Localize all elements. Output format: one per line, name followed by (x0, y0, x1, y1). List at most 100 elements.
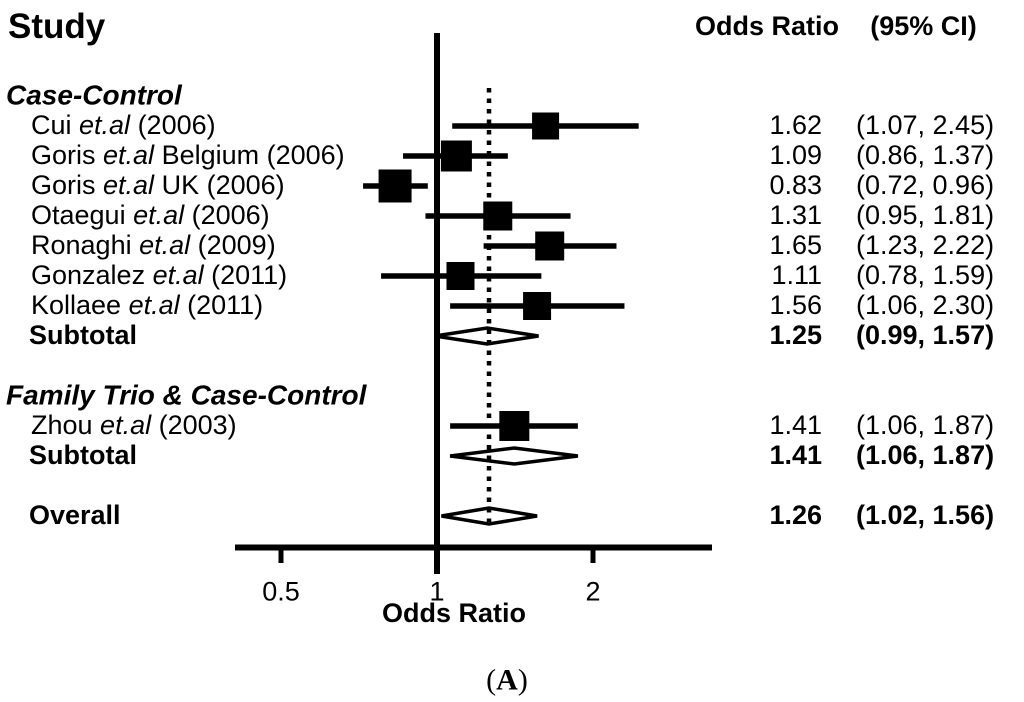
ci-value: (1.06, 1.87) (856, 440, 1024, 471)
study-year: (2006) (130, 109, 216, 140)
summary-label: Overall (29, 500, 121, 531)
or-marker (532, 112, 560, 140)
ci-text: (0.86, 1.37) (856, 139, 995, 170)
summary-name: Overall (29, 499, 121, 530)
group-label-text: Family Trio & Case-Control (6, 379, 367, 411)
or-value: 1.31 (726, 200, 822, 231)
ci-text: (0.95, 1.81) (856, 199, 995, 230)
ci-value: (1.23, 2.22) (856, 230, 1024, 261)
ci-value: (0.99, 1.57) (856, 320, 1024, 351)
or-text: 1.11 (771, 259, 822, 290)
study-year: UK (2006) (154, 169, 285, 200)
study-name: Kollaee (31, 289, 129, 320)
or-marker (535, 231, 565, 261)
or-text: 1.62 (769, 109, 822, 140)
group-label: Case-Control (6, 79, 182, 111)
or-text: 1.09 (769, 139, 822, 170)
study-label: Kollaee et.al (2011) (31, 290, 263, 321)
or-value: 1.62 (726, 110, 822, 141)
summary-label: Subtotal (29, 320, 137, 351)
x-axis-title: Odds Ratio (381, 597, 526, 628)
study-etal: et.al (103, 169, 155, 200)
ci-value: (0.78, 1.59) (856, 260, 1024, 291)
study-label: Zhou et.al (2003) (31, 410, 237, 441)
caption-letter: A (496, 663, 518, 697)
study-label: Gonzalez et.al (2011) (31, 260, 287, 291)
or-value: 1.09 (726, 140, 822, 171)
or-text: 1.26 (769, 499, 822, 530)
summary-label: Subtotal (29, 440, 137, 471)
study-etal: et.al (152, 259, 204, 290)
study-name: Goris (31, 169, 104, 200)
ci-value: (0.95, 1.81) (856, 200, 1024, 231)
column-header-ci: (95% CI) (870, 10, 977, 41)
column-header-odds-ratio: Odds Ratio (694, 10, 839, 41)
study-year: (2011) (203, 259, 288, 290)
or-value: 1.25 (726, 320, 822, 351)
study-name: Cui (31, 109, 80, 140)
ci-text: (1.06, 1.87) (856, 409, 995, 440)
or-value: 1.41 (726, 440, 822, 471)
axis-tick-label: 0.5 (262, 576, 300, 607)
or-text: 1.25 (769, 319, 822, 350)
study-label: Goris et.al UK (2006) (31, 170, 285, 201)
or-text: 0.83 (769, 169, 822, 200)
panel-caption: (A) (427, 663, 587, 697)
axis-tick-label: 2 (585, 576, 601, 607)
study-name: Goris (31, 139, 104, 170)
study-year: (2006) (184, 199, 270, 230)
study-etal: et.al (79, 109, 131, 140)
ci-text: (0.72, 0.96) (856, 169, 995, 200)
study-label: Goris et.al Belgium (2006) (31, 140, 345, 171)
or-text: 1.56 (769, 289, 822, 320)
study-etal: et.al (103, 139, 155, 170)
caption-paren-close: ) (517, 663, 528, 697)
or-text: 1.41 (769, 409, 822, 440)
or-text: 1.65 (769, 229, 822, 260)
study-name: Otaegui (31, 199, 134, 230)
study-name: Ronaghi (31, 229, 140, 260)
study-etal: et.al (139, 229, 191, 260)
study-etal: et.al (128, 289, 180, 320)
summary-name: Subtotal (29, 319, 137, 350)
summary-name: Subtotal (29, 439, 137, 470)
axis-tick-label: 1 (429, 576, 445, 607)
or-marker (446, 262, 475, 290)
study-name: Gonzalez (31, 259, 153, 290)
or-text: 1.41 (769, 439, 822, 470)
or-value: 1.11 (726, 260, 822, 291)
or-marker (378, 169, 412, 203)
ci-value: (0.86, 1.37) (856, 140, 1024, 171)
study-etal: et.al (100, 409, 152, 440)
or-marker (523, 292, 552, 320)
study-label: Ronaghi et.al (2009) (31, 230, 276, 261)
group-label-text: Case-Control (6, 79, 182, 111)
study-label: Cui et.al (2006) (31, 110, 216, 141)
or-value: 1.65 (726, 230, 822, 261)
ci-value: (1.02, 1.56) (856, 500, 1024, 531)
study-year: (2011) (179, 289, 264, 320)
ci-value: (1.06, 2.30) (856, 290, 1024, 321)
or-text: 1.31 (769, 199, 822, 230)
ci-text: (1.23, 2.22) (856, 229, 995, 260)
ci-text: (1.02, 1.56) (856, 499, 995, 530)
ci-text: (1.06, 1.87) (856, 439, 995, 470)
study-etal: et.al (133, 199, 185, 230)
group-label: Family Trio & Case-Control (6, 379, 366, 411)
study-year: Belgium (2006) (154, 139, 345, 170)
subtotal-diamond (449, 446, 579, 466)
subtotal-diamond (434, 326, 539, 346)
or-marker (499, 411, 530, 441)
or-value: 1.26 (726, 500, 822, 531)
study-label: Otaegui et.al (2006) (31, 200, 270, 231)
study-year: (2009) (190, 229, 276, 260)
caption-paren-open: ( (486, 663, 497, 697)
ci-text: (0.99, 1.57) (856, 319, 995, 350)
ci-value: (1.06, 1.87) (856, 410, 1024, 441)
or-value: 1.41 (726, 410, 822, 441)
ci-text: (1.07, 2.45) (856, 109, 995, 140)
or-value: 1.56 (726, 290, 822, 321)
ci-value: (1.07, 2.45) (856, 110, 1024, 141)
